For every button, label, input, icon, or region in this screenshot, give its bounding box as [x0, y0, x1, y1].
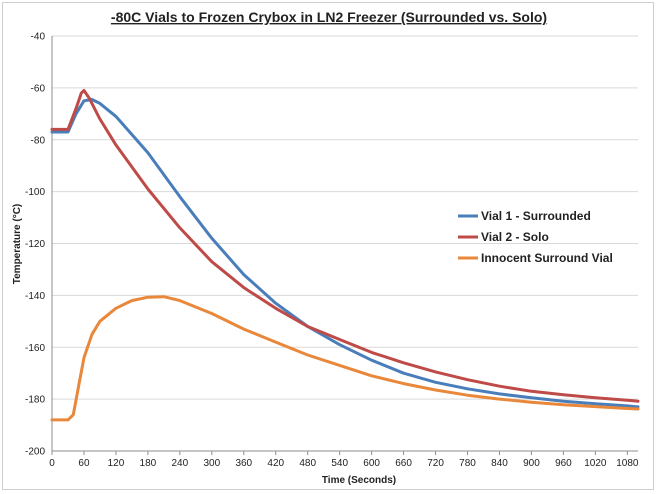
y-tick-label: -140 [25, 291, 45, 302]
x-tick-label: 900 [523, 458, 540, 469]
y-axis-title: Temperature (°C) [12, 204, 23, 285]
y-tick-label: -80 [31, 135, 46, 146]
y-tick-label: -200 [25, 447, 45, 458]
grid [52, 35, 638, 452]
x-tick-label: 1080 [616, 458, 639, 469]
x-tick-label: 540 [331, 458, 348, 469]
x-axis-title: Time (Seconds) [322, 475, 396, 486]
legend: Vial 1 - Surrounded Vial 2 - Solo Innocent… [458, 209, 613, 265]
y-tick-label: -40 [31, 32, 46, 43]
x-tick-label: 420 [267, 458, 284, 469]
legend-label-2: Vial 2 - Solo [481, 230, 549, 244]
x-tick-label: 600 [363, 458, 380, 469]
x-tick-label: 180 [140, 458, 157, 469]
x-tick-label: 660 [395, 458, 412, 469]
x-tick-label: 780 [459, 458, 476, 469]
chart-title: -80C Vials to Frozen Crybox in LN2 Freez… [111, 9, 547, 25]
x-tick-label: 960 [555, 458, 572, 469]
y-tick-label: -100 [25, 187, 45, 198]
legend-label-3: Innocent Surround Vial [481, 251, 613, 265]
x-tick-label: 300 [203, 458, 220, 469]
x-tick-labels: 0 60 120 180 240 300 360 420 480 540 600 660 720 780 8… [49, 451, 639, 469]
x-tick-label: 1020 [584, 458, 607, 469]
x-tick-label: 0 [49, 458, 55, 469]
y-tick-labels: -40 -60 -80 -100 -120 -140 -160 -180 -200 [25, 32, 45, 458]
y-tick-label: -160 [25, 343, 45, 354]
y-tick-label: -120 [25, 239, 45, 250]
x-tick-label: 240 [172, 458, 189, 469]
series-line-3 [50, 295, 640, 422]
x-tick-label: 840 [491, 458, 508, 469]
legend-label-1: Vial 1 - Surrounded [481, 209, 591, 223]
x-tick-label: 60 [78, 458, 90, 469]
series-line-2 [50, 89, 640, 403]
series-line-1 [50, 98, 640, 409]
x-tick-label: 360 [235, 458, 252, 469]
x-tick-label: 120 [108, 458, 125, 469]
x-tick-label: 720 [427, 458, 444, 469]
x-tick-label: 480 [299, 458, 316, 469]
y-tick-label: -60 [31, 83, 46, 94]
series-lines [50, 89, 640, 422]
chart-frame [2, 2, 654, 490]
y-tick-label: -180 [25, 395, 45, 406]
